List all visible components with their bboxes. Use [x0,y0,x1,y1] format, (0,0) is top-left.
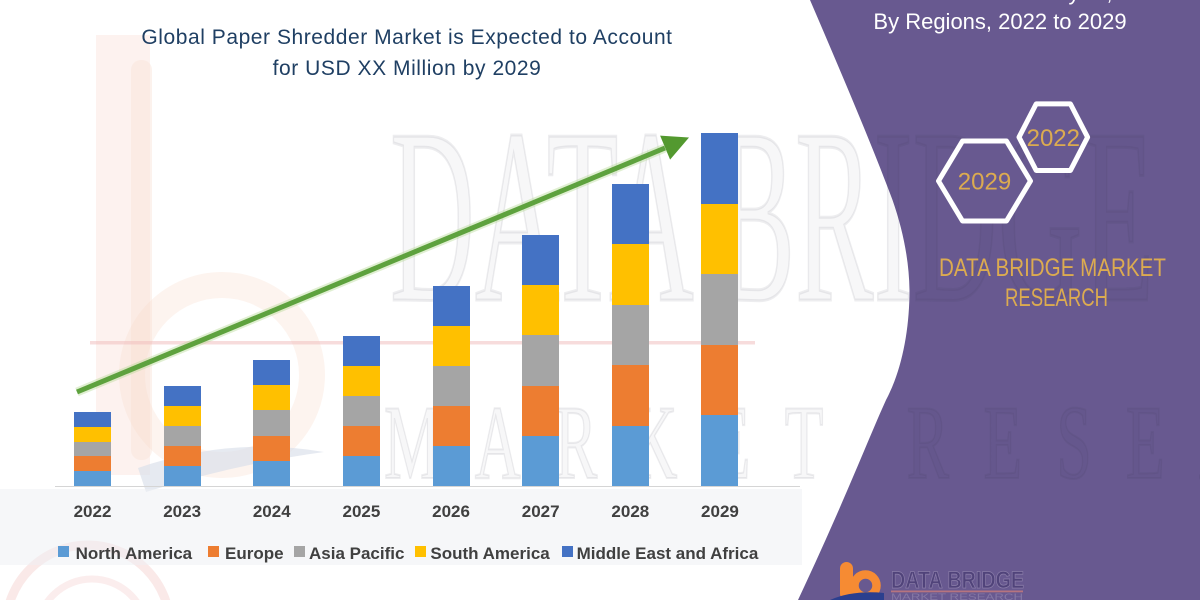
svg-text:DATA BRIDGE: DATA BRIDGE [891,567,1024,594]
svg-text:RESEARCH: RESEARCH [1005,284,1108,312]
svg-text:MARKET RESEARCH: MARKET RESEARCH [891,592,1023,600]
svg-text:2022: 2022 [1027,125,1080,152]
svg-text:2029: 2029 [958,169,1011,196]
svg-text:DATA BRIDGE MARKET: DATA BRIDGE MARKET [939,254,1166,282]
